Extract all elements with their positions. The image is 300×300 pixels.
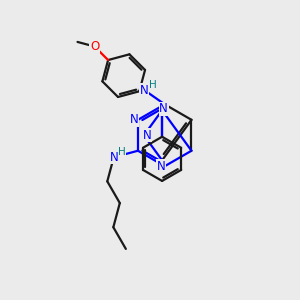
Text: O: O	[90, 40, 99, 53]
Text: H: H	[118, 147, 126, 157]
Text: N: N	[143, 129, 152, 142]
Text: N: N	[157, 160, 166, 173]
Text: H: H	[148, 80, 156, 90]
Text: N: N	[140, 83, 148, 97]
Text: N: N	[130, 113, 139, 126]
Text: N: N	[110, 151, 118, 164]
Text: N: N	[159, 102, 168, 115]
